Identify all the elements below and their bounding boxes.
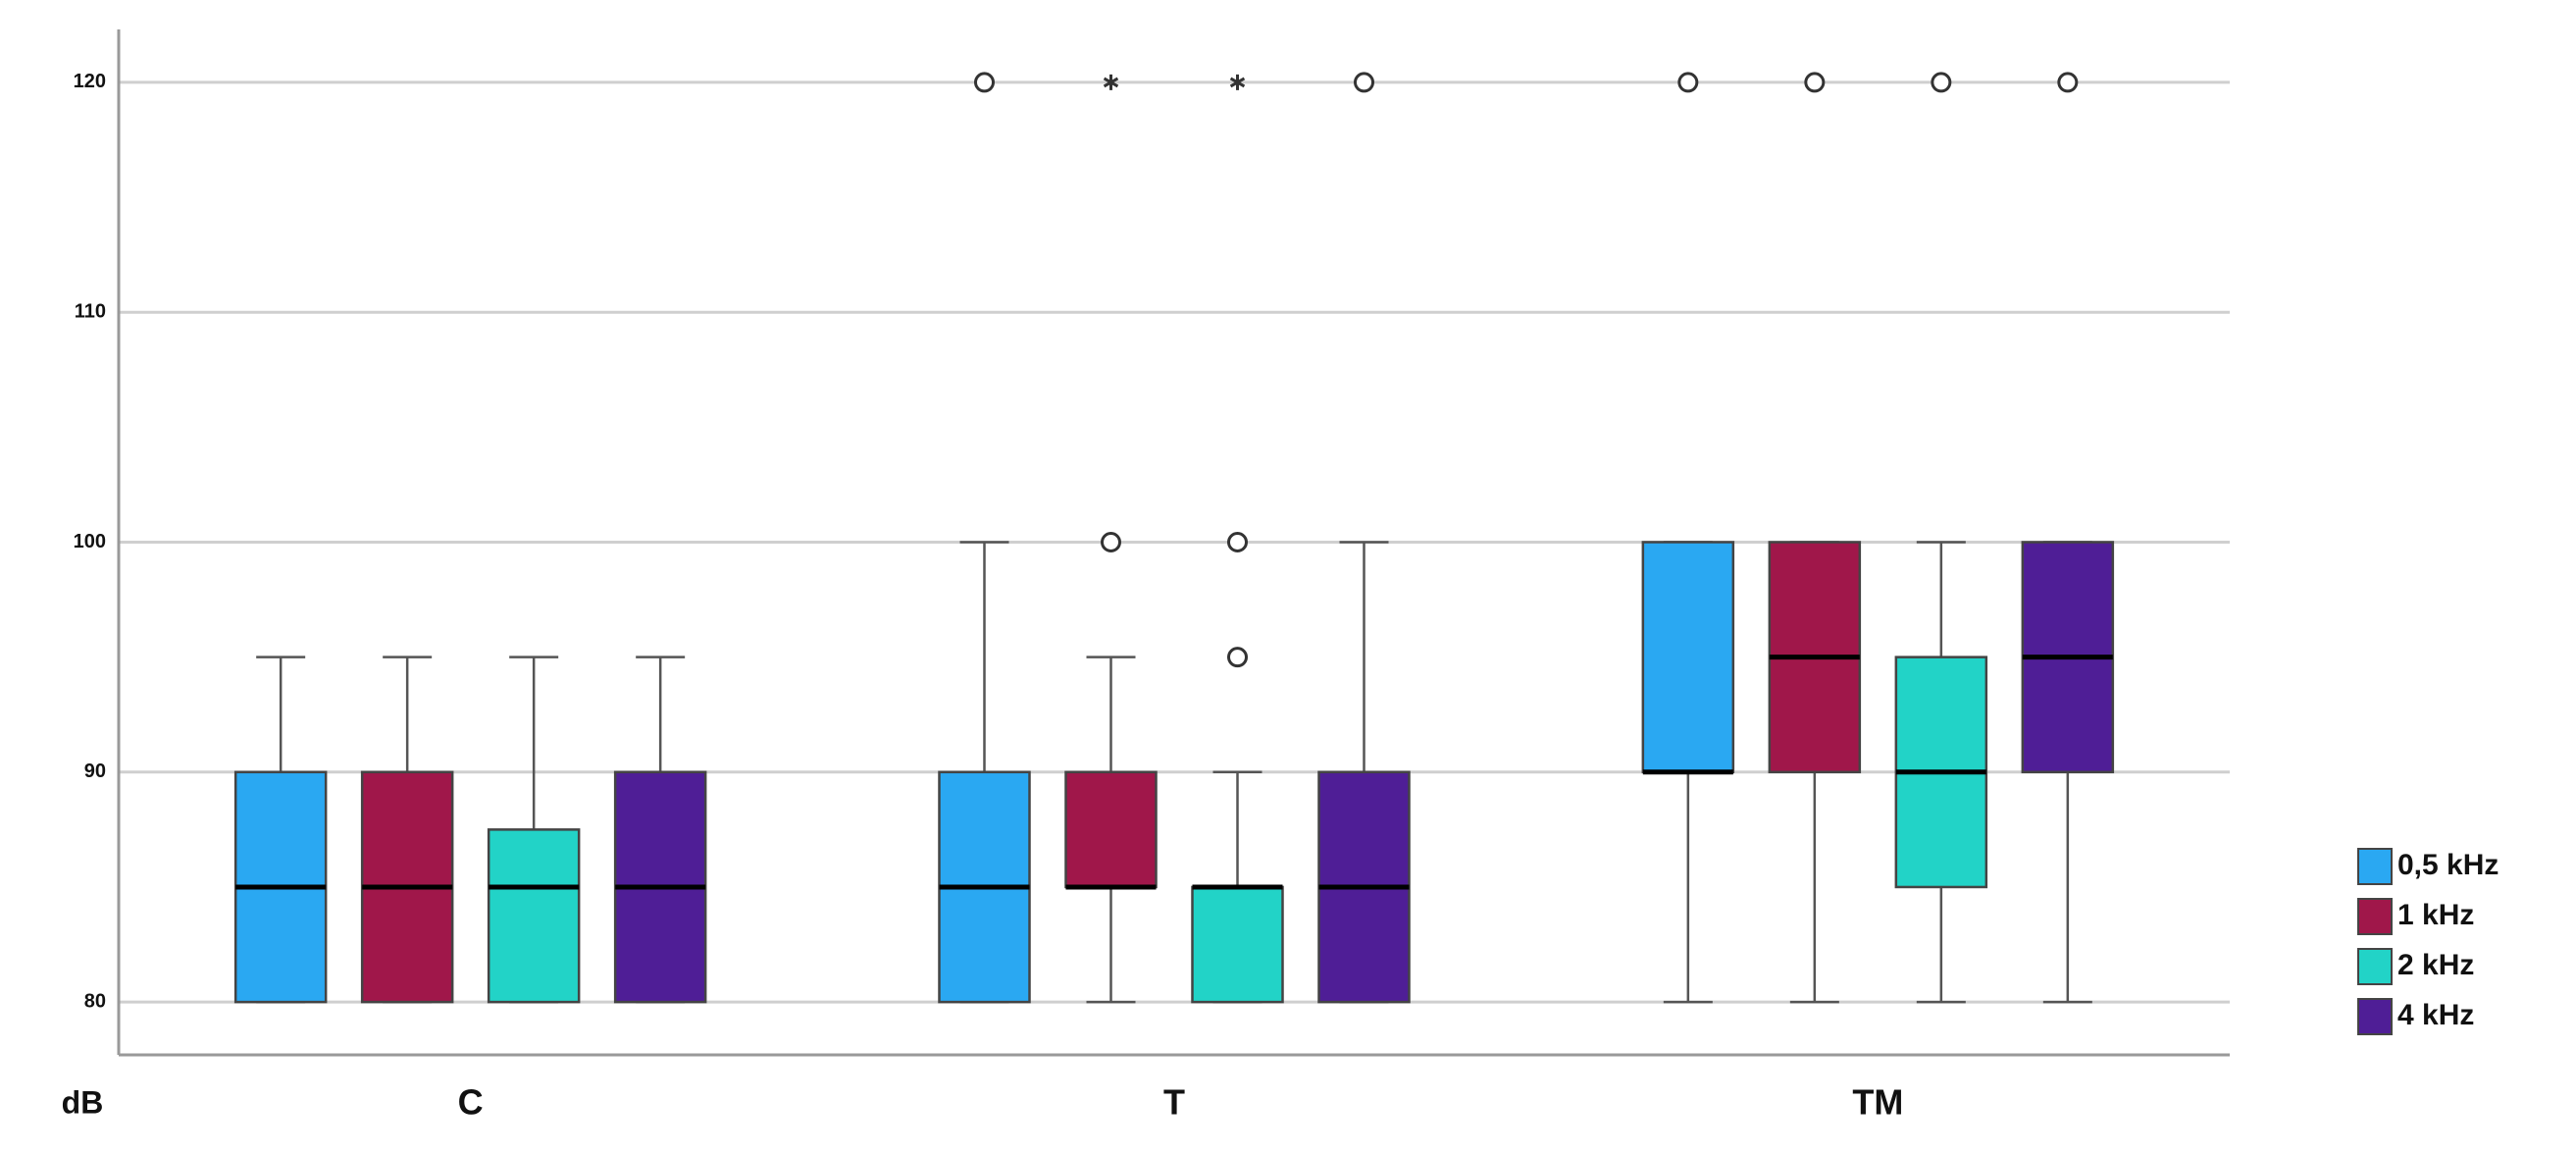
outlier — [1354, 72, 1374, 93]
x-tick-label: TM — [1852, 1082, 1903, 1123]
legend-swatch — [2357, 848, 2393, 885]
legend-label: 0,5 kHz — [2397, 849, 2499, 881]
legend-label: 1 kHz — [2397, 899, 2474, 931]
outlier — [1101, 532, 1121, 552]
outlier — [1804, 72, 1826, 93]
box — [1191, 885, 1284, 1004]
legend-swatch — [2357, 898, 2393, 935]
legend-swatch — [2357, 948, 2393, 985]
outlier — [1931, 72, 1952, 93]
y-tick-label: 90 — [84, 761, 106, 782]
extreme — [1103, 74, 1119, 90]
y-tick-label: 120 — [74, 71, 106, 92]
y-tick-label: 100 — [74, 531, 106, 552]
box — [1641, 541, 1735, 774]
extreme — [1229, 74, 1246, 90]
box — [487, 828, 581, 1004]
legend-swatch — [2357, 998, 2393, 1035]
y-tick-label: 80 — [84, 990, 106, 1012]
box — [1064, 770, 1158, 889]
outlier — [1227, 647, 1248, 668]
outlier — [2057, 72, 2079, 93]
outlier — [1227, 532, 1248, 552]
legend-label: 4 kHz — [2397, 999, 2474, 1031]
y-axis-label: dB — [62, 1084, 104, 1120]
outlier — [974, 72, 995, 93]
x-tick-label: T — [1163, 1082, 1185, 1123]
legend-label: 2 kHz — [2397, 949, 2474, 981]
outlier — [1677, 72, 1699, 93]
x-tick-label: C — [458, 1082, 484, 1123]
y-tick-label: 110 — [75, 300, 106, 322]
